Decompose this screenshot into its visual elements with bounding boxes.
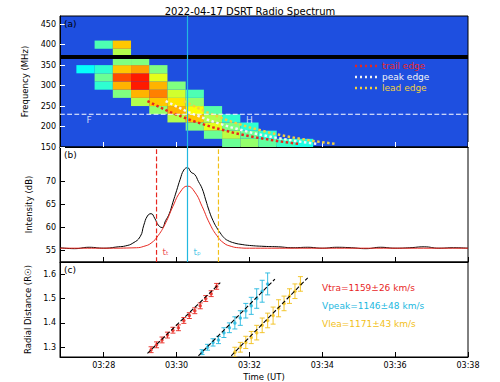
svg-text:(c): (c): [64, 265, 76, 275]
svg-text:03:36: 03:36: [384, 361, 407, 370]
svg-text:03:30: 03:30: [165, 361, 188, 370]
svg-text:(a): (a): [64, 19, 77, 29]
svg-text:lead edge: lead edge: [382, 83, 427, 93]
svg-text:Vpeak=1146±48 km/s: Vpeak=1146±48 km/s: [322, 301, 424, 311]
svg-text:60: 60: [46, 223, 56, 232]
svg-text:Time (UT): Time (UT): [242, 372, 285, 382]
svg-text:1.5: 1.5: [43, 294, 56, 303]
svg-text:H: H: [246, 115, 253, 125]
svg-text:1.6: 1.6: [43, 270, 56, 279]
svg-text:F: F: [87, 115, 92, 125]
svg-text:55: 55: [46, 246, 56, 255]
svg-text:03:32: 03:32: [238, 361, 261, 370]
svg-text:150: 150: [41, 143, 56, 152]
svg-text:Radial Distance (R☉): Radial Distance (R☉): [23, 265, 33, 354]
svg-text:70: 70: [46, 177, 56, 186]
svg-text:65: 65: [46, 200, 56, 209]
svg-text:200: 200: [41, 122, 56, 131]
svg-text:1.3: 1.3: [43, 343, 56, 352]
svg-text:Intensity (dB): Intensity (dB): [24, 176, 34, 234]
svg-text:(b): (b): [64, 150, 77, 160]
svg-text:Vlea=1171±43 km/s: Vlea=1171±43 km/s: [322, 319, 416, 329]
svg-text:tₚ: tₚ: [194, 247, 202, 257]
svg-text:tₜ: tₜ: [163, 247, 170, 257]
svg-text:250: 250: [41, 102, 56, 111]
svg-text:peak edge: peak edge: [382, 72, 430, 82]
svg-text:03:38: 03:38: [456, 361, 479, 370]
svg-text:Frequency (MHz): Frequency (MHz): [20, 46, 30, 117]
svg-text:03:34: 03:34: [311, 361, 334, 370]
svg-text:1.4: 1.4: [43, 318, 56, 327]
svg-text:450: 450: [41, 20, 56, 29]
svg-text:400: 400: [41, 40, 56, 49]
svg-text:Vtra=1159±26 km/s: Vtra=1159±26 km/s: [322, 283, 415, 293]
svg-text:trail edge: trail edge: [382, 61, 426, 71]
svg-text:03:28: 03:28: [92, 361, 115, 370]
svg-text:300: 300: [41, 81, 56, 90]
svg-text:350: 350: [41, 61, 56, 70]
svg-text:2022-04-17 DSRT Radio Spectrum: 2022-04-17 DSRT Radio Spectrum: [165, 6, 336, 17]
